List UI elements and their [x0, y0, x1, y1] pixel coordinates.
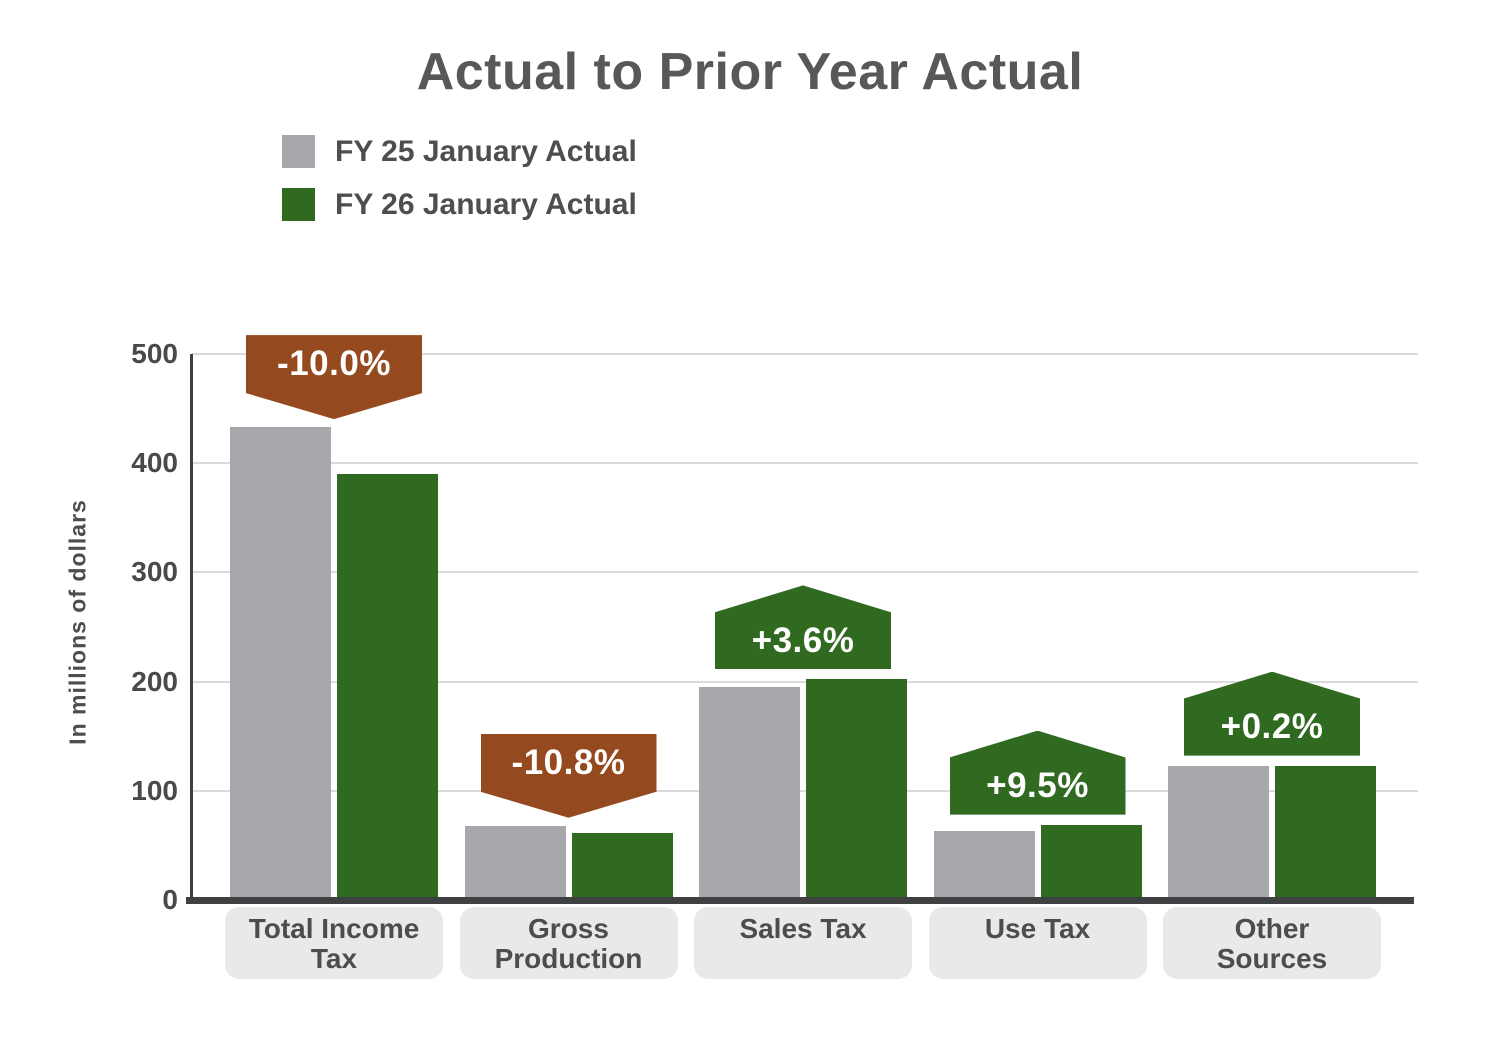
- callout-sales-tax: +3.6%: [715, 585, 891, 670]
- category-label-line: Sources: [1216, 943, 1328, 974]
- callout-label: +3.6%: [751, 620, 855, 660]
- category-label-line: Tax: [310, 943, 358, 974]
- legend-label: FY 26 January Actual: [335, 188, 637, 221]
- category-label-use-tax: Use Tax: [928, 907, 1147, 979]
- x-axis-line: [186, 897, 1414, 904]
- bar-fy-25-sales-tax: [699, 687, 800, 900]
- category-label-line: Use Tax: [984, 913, 1091, 944]
- callout-other-sources: +0.2%: [1184, 671, 1360, 756]
- legend-swatch-icon: [282, 188, 315, 221]
- bar-fy-26-other-sources: [1275, 765, 1376, 900]
- bar-fy-25-other-sources: [1168, 765, 1269, 900]
- bar-fy-26-sales-tax: [806, 679, 907, 900]
- y-axis-title: In millions of dollars: [64, 499, 91, 745]
- category-label-other-sources: Other Sources: [1163, 907, 1381, 979]
- y-tick-200: 200: [131, 665, 178, 697]
- legend: FY 25 January Actual FY 26 January Actual: [282, 135, 637, 241]
- gridline-500: [192, 353, 1418, 355]
- bar-fy-25-use-tax: [933, 831, 1035, 900]
- bar-fy-25-gross-production: [464, 825, 566, 900]
- legend-row: FY 26 January Actual: [282, 188, 637, 221]
- bar-fy-26-gross-production: [571, 833, 673, 900]
- callout-label: +9.5%: [986, 766, 1089, 806]
- callout-label: -10.8%: [511, 742, 626, 782]
- category-label-line: Gross: [528, 913, 609, 944]
- legend-label: FY 25 January Actual: [335, 135, 637, 168]
- chart-title: Actual to Prior Year Actual: [416, 43, 1084, 101]
- gridline-100: [192, 789, 1418, 792]
- legend-row: FY 25 January Actual: [282, 135, 637, 168]
- y-tick-300: 300: [131, 556, 178, 588]
- legend-swatch-icon: [282, 135, 315, 168]
- callout-label: +0.2%: [1220, 707, 1324, 747]
- callout-total-income-tax: -10.0%: [246, 335, 422, 420]
- category-label-line: Production: [494, 943, 643, 974]
- category-label-line: Other: [1234, 913, 1310, 944]
- bar-fy-26-total-income-tax: [337, 474, 438, 900]
- category-label-sales-tax: Sales Tax: [694, 907, 912, 979]
- gridline-300: [192, 571, 1418, 574]
- y-tick-100: 100: [131, 774, 178, 806]
- callout-use-tax: +9.5%: [949, 730, 1126, 815]
- bar-fy-26-use-tax: [1040, 824, 1142, 900]
- y-axis-line: [190, 354, 193, 897]
- category-label-line: Sales Tax: [739, 913, 867, 944]
- category-label-gross-production: Gross Production: [459, 907, 678, 979]
- y-tick-500: 500: [131, 338, 178, 369]
- bar-fy-25-total-income-tax: [230, 427, 331, 900]
- y-tick-0: 0: [162, 884, 178, 915]
- gridline-400: [192, 462, 1418, 465]
- callout-label: -10.0%: [277, 344, 391, 384]
- category-label-line: Total Income: [248, 913, 420, 944]
- category-label-total-income-tax: Total Income Tax: [225, 907, 443, 979]
- gridline-200: [192, 680, 1418, 683]
- y-tick-400: 400: [131, 447, 178, 479]
- callout-gross-production: -10.8%: [480, 733, 657, 818]
